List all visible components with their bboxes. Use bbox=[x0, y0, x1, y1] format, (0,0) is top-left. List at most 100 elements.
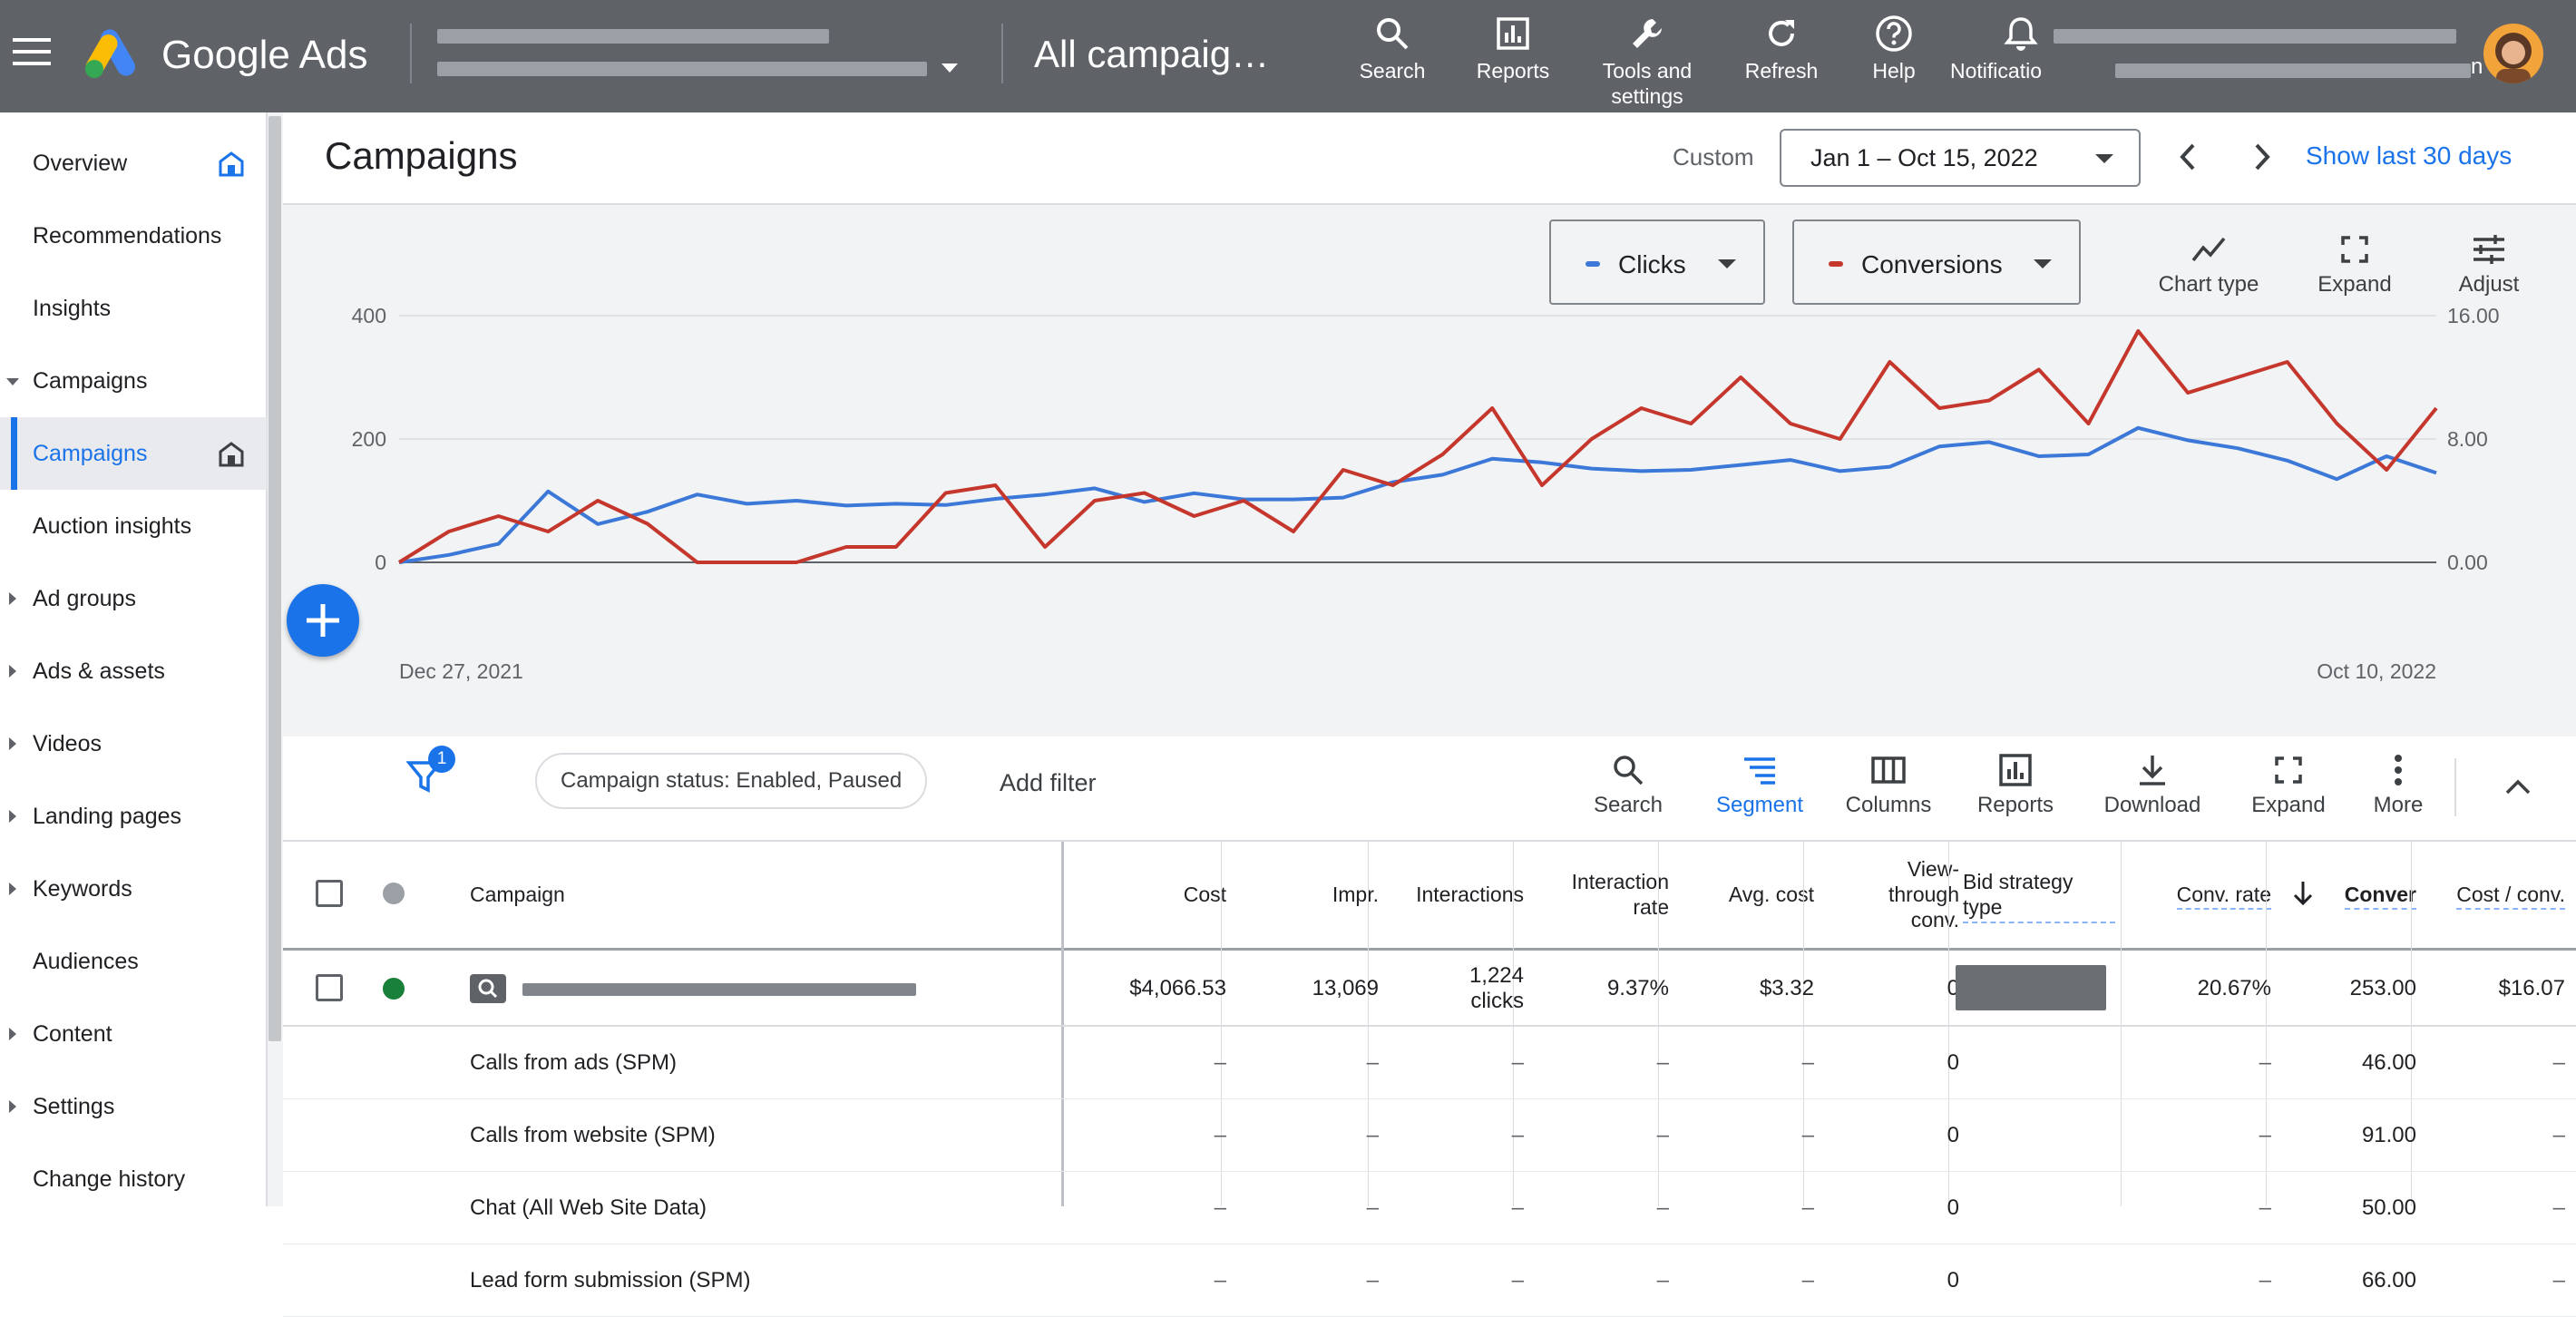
sidebar: Overview Recommendations Insights Campai… bbox=[0, 112, 267, 1206]
column-header-conv-rate[interactable]: Conv. rate bbox=[2115, 882, 2271, 910]
refresh-button[interactable]: Refresh bbox=[1731, 0, 1832, 112]
table-row[interactable]: $4,066.53 13,069 1,224 clicks 9.37% $3.3… bbox=[283, 951, 2576, 1027]
sidebar-item-ads-assets[interactable]: Ads & assets bbox=[0, 635, 267, 707]
table-header bbox=[283, 842, 2576, 951]
segment-button[interactable]: Segment bbox=[1698, 747, 1821, 829]
user-name-redacted bbox=[2054, 29, 2456, 44]
sidebar-item-content[interactable]: Content bbox=[0, 998, 267, 1070]
filter-count-badge: 1 bbox=[428, 746, 455, 773]
sidebar-item-settings[interactable]: Settings bbox=[0, 1070, 267, 1143]
sidebar-item-keywords[interactable]: Keywords bbox=[0, 853, 267, 925]
product-name: Google Ads bbox=[161, 33, 368, 77]
tools-settings-button[interactable]: Tools and settings bbox=[1584, 0, 1711, 112]
filter-button[interactable]: 1 bbox=[401, 746, 455, 800]
segment-icon bbox=[1742, 747, 1777, 793]
search-icon bbox=[1374, 9, 1410, 58]
conversions-metric-select[interactable]: Conversions bbox=[1792, 220, 2081, 305]
date-mode-label: Custom bbox=[1673, 143, 1754, 171]
help-button[interactable]: Help bbox=[1849, 0, 1939, 112]
search-button[interactable]: Search bbox=[1342, 0, 1442, 112]
column-header-cost[interactable]: Cost bbox=[1183, 883, 1226, 906]
wrench-icon bbox=[1629, 9, 1665, 58]
clicks-metric-select[interactable]: Clicks bbox=[1549, 220, 1765, 305]
account-name-redacted bbox=[437, 29, 829, 44]
column-header-bid-strategy-type[interactable]: Bid strategy type bbox=[1963, 869, 2115, 923]
column-header-interaction-rate[interactable]: Interaction rate bbox=[1571, 870, 1669, 919]
sidebar-item-recommendations[interactable]: Recommendations bbox=[33, 222, 222, 249]
collapse-chevron-up-icon[interactable] bbox=[2500, 769, 2536, 805]
chevron-down-icon bbox=[1718, 259, 1736, 268]
account-email-suffix: n bbox=[2471, 54, 2483, 79]
menu-icon[interactable] bbox=[13, 36, 51, 67]
column-header-cost-per-conv[interactable]: Cost / conv. bbox=[2424, 882, 2576, 910]
download-button[interactable]: Download bbox=[2084, 747, 2220, 829]
sidebar-scrollbar-thumb[interactable] bbox=[268, 116, 281, 1041]
column-header-avg-cost[interactable]: Avg. cost bbox=[1728, 883, 1814, 906]
sidebar-item-campaigns[interactable]: Campaigns bbox=[0, 417, 267, 490]
previous-period-button[interactable] bbox=[2166, 134, 2211, 180]
notifications-button[interactable]: Notificatio bbox=[1950, 0, 2092, 112]
column-header-interactions[interactable]: Interactions bbox=[1416, 883, 1524, 906]
column-header-campaign[interactable]: Campaign bbox=[470, 883, 565, 906]
sidebar-item-videos[interactable]: Videos bbox=[0, 707, 267, 780]
caret-right-icon bbox=[9, 737, 16, 750]
sidebar-item-insights[interactable]: Insights bbox=[33, 295, 112, 321]
next-period-button[interactable] bbox=[2239, 134, 2284, 180]
conversions-series-line bbox=[397, 329, 2438, 564]
campaign-status-filter-chip[interactable]: Campaign status: Enabled, Paused bbox=[535, 753, 928, 809]
columns-button[interactable]: Columns bbox=[1827, 747, 1950, 829]
caret-right-icon bbox=[9, 592, 16, 605]
column-header-view-through-conv[interactable]: View- through conv. bbox=[1888, 857, 1959, 932]
reports-button[interactable]: Reports bbox=[1460, 0, 1566, 112]
chart-type-button[interactable]: Chart type bbox=[2133, 227, 2284, 308]
main-content: Campaigns Custom Jan 1 – Oct 15, 2022 Sh… bbox=[283, 112, 2576, 1317]
column-header-impr[interactable]: Impr. bbox=[1332, 883, 1379, 906]
caret-right-icon bbox=[9, 883, 16, 895]
account-id-redacted bbox=[437, 62, 927, 76]
left-axis-tick-label: 0 bbox=[375, 551, 386, 574]
table-reports-button[interactable]: Reports bbox=[1954, 747, 2077, 829]
sidebar-item-auction-insights[interactable]: Auction insights bbox=[33, 512, 192, 539]
x-axis-start-label: Dec 27, 2021 bbox=[399, 659, 523, 683]
caret-right-icon bbox=[9, 665, 16, 678]
home-icon bbox=[218, 151, 245, 184]
column-header-conversions[interactable]: Conver bbox=[2326, 882, 2416, 910]
conversions-legend-swatch bbox=[1829, 261, 1843, 267]
sidebar-item-landing-pages[interactable]: Landing pages bbox=[0, 780, 267, 853]
add-campaign-button[interactable] bbox=[287, 584, 359, 657]
expand-icon bbox=[2274, 747, 2303, 793]
show-last-30-days-link[interactable]: Show last 30 days bbox=[2306, 141, 2513, 170]
sidebar-item-change-history[interactable]: Change history bbox=[33, 1166, 186, 1192]
select-all-checkbox[interactable] bbox=[316, 880, 343, 907]
reports-icon bbox=[1496, 9, 1530, 58]
campaign-name-redacted[interactable] bbox=[522, 983, 916, 996]
caret-down-icon bbox=[6, 378, 19, 385]
more-button[interactable]: More bbox=[2353, 747, 2444, 829]
clicks-legend-swatch bbox=[1586, 261, 1600, 267]
conversion-action-row: Calls from website (SPM) – – – – –0–91.00– bbox=[283, 1099, 2576, 1172]
chart-expand-button[interactable]: Expand bbox=[2300, 227, 2409, 308]
caret-right-icon bbox=[9, 810, 16, 823]
date-range-select[interactable]: Jan 1 – Oct 15, 2022 bbox=[1780, 129, 2141, 187]
refresh-icon bbox=[1763, 9, 1800, 58]
search-campaign-type-icon bbox=[470, 974, 506, 1003]
row-checkbox[interactable] bbox=[316, 974, 343, 1001]
status-enabled-dot bbox=[383, 978, 405, 1000]
columns-icon bbox=[1871, 747, 1906, 793]
table-expand-button[interactable]: Expand bbox=[2230, 747, 2347, 829]
chart-adjust-button[interactable]: Adjust bbox=[2435, 227, 2543, 308]
left-axis-tick-label: 200 bbox=[352, 427, 386, 451]
avatar[interactable] bbox=[2483, 24, 2543, 83]
sort-arrow-down-icon bbox=[2291, 880, 2315, 912]
reports-icon bbox=[1999, 747, 2032, 793]
sidebar-item-ad-groups[interactable]: Ad groups bbox=[0, 562, 267, 635]
sidebar-item-overview[interactable]: Overview bbox=[0, 127, 267, 200]
add-filter-button[interactable]: Add filter bbox=[1000, 769, 1097, 796]
sidebar-item-audiences[interactable]: Audiences bbox=[33, 948, 139, 974]
home-icon bbox=[218, 441, 245, 474]
google-ads-logo-icon bbox=[83, 25, 143, 80]
account-chevron-down-icon[interactable] bbox=[942, 63, 958, 73]
sidebar-group-campaigns[interactable]: Campaigns bbox=[0, 345, 267, 417]
chevron-down-icon bbox=[2034, 259, 2052, 268]
table-search-button[interactable]: Search bbox=[1569, 747, 1687, 829]
